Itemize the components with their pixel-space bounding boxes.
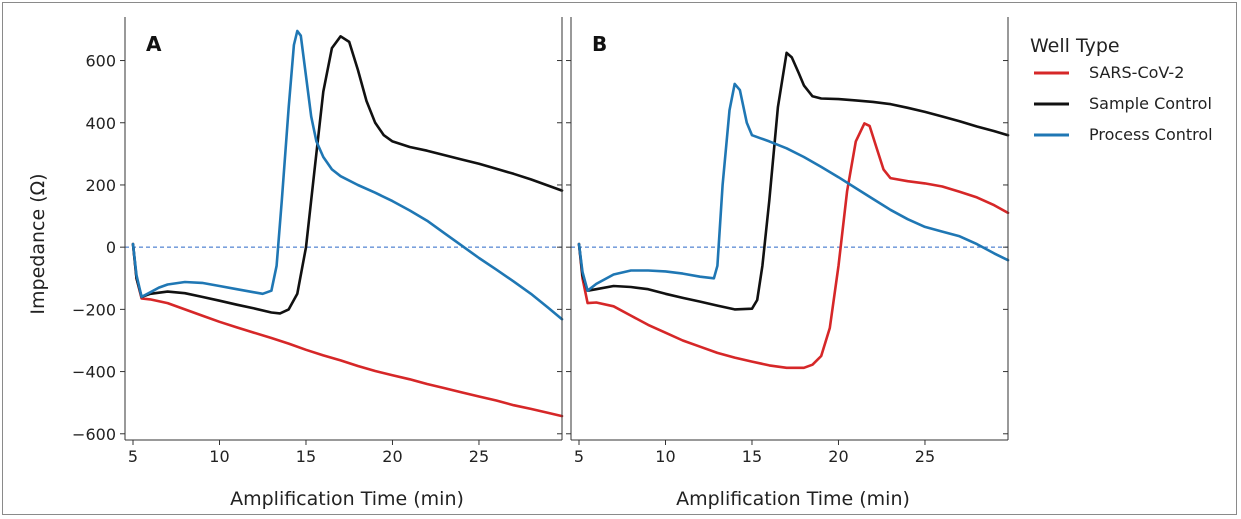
x-tick-label: 25: [469, 447, 489, 466]
panel-b: 5 10 15 20 25 B: [566, 17, 1010, 466]
y-tick-label: −400: [72, 363, 116, 382]
panel-a: 5 10 15 20 25 600 400 200 0 −200 −400 −600 A: [72, 17, 564, 466]
y-axis-title: Impedance (Ω): [27, 173, 49, 314]
series-line-sample-control: [577, 51, 1010, 311]
legend-item-label: Process Control: [1089, 125, 1213, 144]
series-line-sars-cov-2: [131, 242, 564, 418]
y-tick-label: 0: [106, 238, 116, 257]
panel-b-series: [571, 51, 1010, 370]
series-line-process-control: [577, 82, 1010, 292]
legend-title: Well Type: [1030, 35, 1120, 57]
series-line-sample-control: [131, 35, 564, 315]
x-axis-title-b: Amplification Time (min): [676, 488, 910, 510]
y-tick-label: 600: [85, 52, 116, 71]
legend-item-label: Sample Control: [1089, 94, 1212, 113]
legend-item-label: SARS-CoV-2: [1089, 63, 1184, 82]
panel-a-axes: 5 10 15 20 25 600 400 200 0 −200 −400 −600: [72, 17, 563, 466]
x-tick-label: 10: [209, 447, 229, 466]
legend: Well Type SARS-CoV-2 Sample Control Proces…: [1030, 35, 1213, 144]
x-tick-label: 20: [828, 447, 848, 466]
panel-a-letter: A: [146, 32, 162, 56]
panel-a-series: [125, 29, 564, 418]
x-tick-label: 20: [382, 447, 402, 466]
panel-b-axes: 5 10 15 20 25: [566, 17, 1009, 466]
x-axis-title-a: Amplification Time (min): [230, 488, 464, 510]
x-tick-label: 15: [742, 447, 762, 466]
x-tick-label: 5: [574, 447, 584, 466]
series-line-sars-cov-2: [577, 122, 1010, 370]
x-tick-label: 5: [128, 447, 138, 466]
y-tick-label: 400: [85, 114, 116, 133]
x-tick-label: 25: [915, 447, 935, 466]
y-tick-label: 200: [85, 176, 116, 195]
series-line-process-control: [131, 29, 564, 321]
x-tick-label: 10: [655, 447, 675, 466]
panel-b-letter: B: [592, 32, 607, 56]
x-tick-label: 15: [296, 447, 316, 466]
y-tick-label: −600: [72, 425, 116, 444]
legend-items: SARS-CoV-2 Sample Control Process Control: [1034, 63, 1213, 144]
y-tick-label: −200: [72, 300, 116, 319]
